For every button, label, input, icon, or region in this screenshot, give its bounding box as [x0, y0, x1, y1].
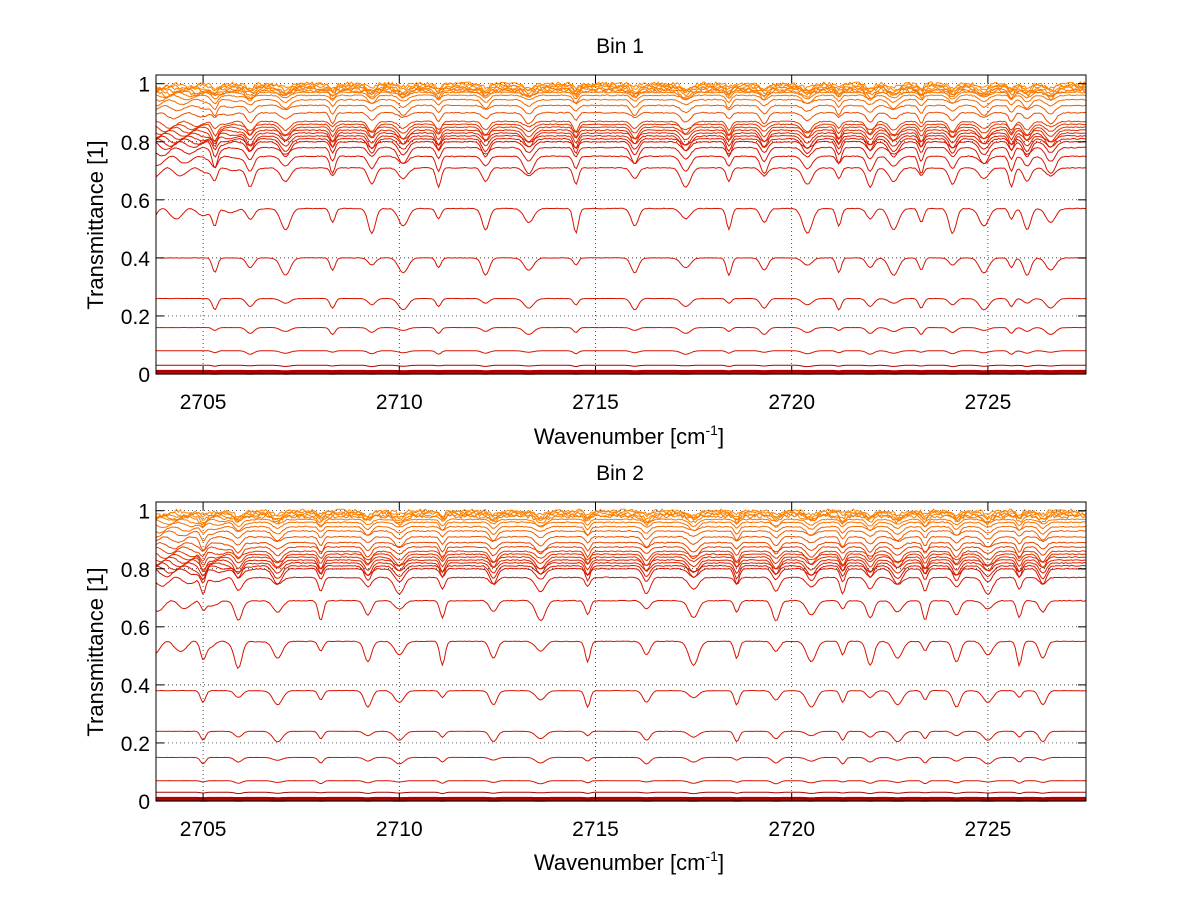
spectrum-series-line: [155, 83, 1087, 96]
spectrum-series-line: [156, 730, 1086, 743]
spectrum-series-line: [155, 545, 1087, 561]
series-group: [155, 81, 1087, 375]
y-tick-label: 0.8: [121, 559, 150, 582]
spectrum-series-line: [155, 207, 1087, 235]
spectrum-series-line: [155, 98, 1087, 111]
spectrum-series-line: [155, 129, 1087, 148]
chart-panel-bin-2: Bin 2 2705 2710 2715 2720 2725 0 0.2 0.4 0.6 0.8 1…: [83, 462, 1087, 875]
y-tick-label: 0.2: [121, 733, 150, 756]
spectrum-series-line: [155, 123, 1087, 139]
axis-ticks: 2705 2710 2715 2720 2725 0 0.2 0.4 0.6 0.8 1: [121, 501, 1086, 841]
spectrum-series-line: [155, 81, 1087, 94]
x-tick-label: 2720: [768, 391, 815, 414]
y-tick-label: 0: [138, 791, 150, 814]
spectrum-series-line: [155, 550, 1087, 565]
x-tick-label: 2720: [768, 818, 815, 841]
spectrum-series-line: [155, 140, 1087, 158]
x-tick-label: 2705: [180, 818, 227, 841]
x-tick-label: 2715: [572, 391, 619, 414]
spectrum-series-line: [155, 126, 1086, 142]
y-axis-label: Transmittance [1]: [83, 140, 108, 309]
y-tick-label: 0.8: [121, 132, 150, 155]
spectrum-series-line: [155, 511, 1087, 523]
x-tick-label: 2725: [965, 818, 1012, 841]
spectrum-series-line: [155, 512, 1087, 525]
x-axis-label: Wavenumber [cm-1]: [534, 422, 724, 449]
chart-title: Bin 2: [596, 462, 644, 485]
chart-panel-bin-1: Bin 1 2705 2710 2715 2720 2725 0 0.2 0.4 0.6 0.8 1…: [83, 35, 1087, 449]
x-tick-label: 2710: [376, 818, 423, 841]
spectrum-series-line: [155, 541, 1087, 555]
spectrum-series-line: [155, 514, 1087, 528]
chart-title: Bin 1: [596, 35, 644, 58]
spectrum-series-line: [155, 561, 1087, 580]
x-tick-label: 2725: [965, 391, 1012, 414]
spectrum-series-line: [155, 257, 1087, 277]
spectrum-series-line: [155, 132, 1087, 149]
y-tick-label: 0.2: [121, 306, 150, 329]
axis-ticks: 2705 2710 2715 2720 2725 0 0.2 0.4 0.6 0.8 1: [121, 74, 1086, 414]
spectrum-series-line: [156, 297, 1087, 311]
spectrum-series-line: [155, 535, 1086, 551]
y-tick-label: 1: [138, 74, 150, 97]
axes-frame: [155, 74, 1087, 375]
spectrum-series-line: [155, 640, 1087, 670]
x-axis-label: Wavenumber [cm-1]: [534, 848, 724, 875]
spectrum-series-line: [155, 111, 1087, 125]
spectrum-series-line: [155, 104, 1087, 117]
spectrum-series-line: [155, 599, 1087, 622]
spectrum-series-line: [155, 155, 1087, 175]
spectrum-series-line: [156, 364, 1086, 368]
spectrum-series-line: [155, 567, 1087, 586]
spectrum-series-line: [155, 91, 1087, 102]
y-axis-label: Transmittance [1]: [83, 567, 108, 736]
spectrum-series-line: [155, 120, 1087, 135]
spectrum-series-line: [155, 521, 1087, 532]
x-tick-label: 2715: [572, 818, 619, 841]
series-group: [155, 508, 1087, 802]
spectrum-series-line: [156, 756, 1086, 765]
y-tick-label: 0: [138, 364, 150, 387]
spectrum-series-line: [155, 350, 1086, 355]
y-tick-label: 1: [138, 501, 150, 524]
spectrum-series-line: [155, 553, 1087, 569]
spectrum-series-line: [155, 529, 1087, 542]
spectrum-series-line: [155, 525, 1087, 537]
spectrum-series-line: [156, 326, 1087, 336]
y-tick-label: 0.4: [121, 675, 151, 698]
spectrum-series-line: [155, 137, 1087, 155]
x-tick-label: 2710: [376, 391, 423, 414]
spectrum-series-line: [155, 146, 1086, 169]
spectrum-series-line: [155, 166, 1087, 189]
spectrum-series-line: [156, 791, 1086, 795]
spectrum-series-line: [155, 576, 1087, 595]
spectrum-series-line: [155, 94, 1087, 105]
spectrum-series-line: [155, 559, 1087, 575]
spectrum-series-line: [155, 134, 1087, 152]
spectrum-series-line: [155, 88, 1087, 101]
spectrum-series-line: [155, 518, 1087, 528]
spectrum-series-line: [155, 556, 1087, 573]
y-tick-label: 0.4: [121, 248, 151, 271]
y-tick-label: 0.6: [121, 617, 150, 640]
spectrum-series-line: [155, 564, 1087, 583]
axes-frame: [155, 501, 1087, 802]
y-tick-label: 0.6: [121, 190, 150, 213]
spectrum-series-line: [156, 689, 1087, 709]
spectrum-series-line: [156, 780, 1087, 785]
x-tick-label: 2705: [180, 391, 227, 414]
